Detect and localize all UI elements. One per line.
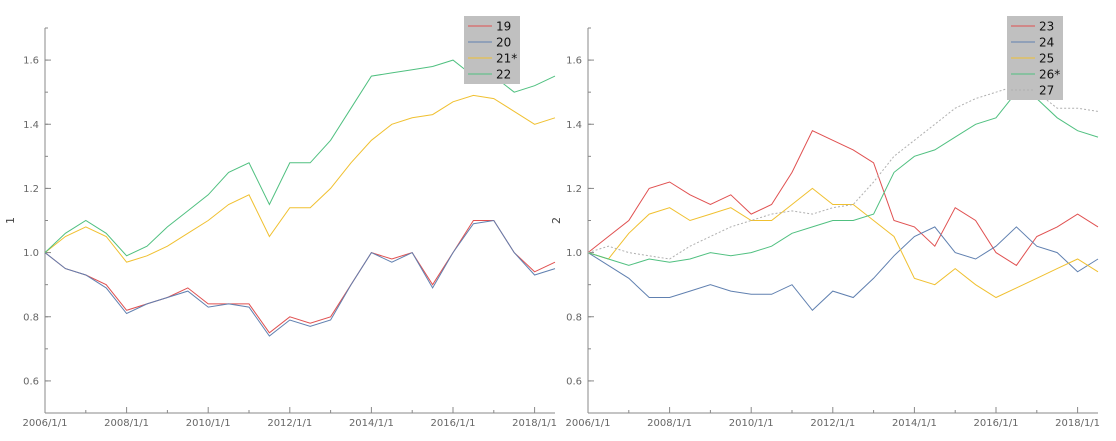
- x-tick-label: 2012/1/1: [810, 418, 855, 429]
- x-tick-label: 2006/1/1: [23, 418, 68, 429]
- y-tick-label: 0.6: [566, 376, 582, 387]
- y-tick-label: 0.8: [23, 312, 39, 323]
- x-tick-label: 2010/1/1: [186, 418, 231, 429]
- legend-label: 25: [1039, 52, 1054, 66]
- chart-left: 0.6 0.8 1.0 1.2 1.4 1.6 2006/1/1 2008/1/1 2010/1…: [4, 16, 557, 429]
- chart-right: 0.6 0.8 1.0 1.2 1.4 1.6 2006/1/1 2008/1/1 2010/1…: [550, 16, 1100, 429]
- x-tick-label: 2012/1/1: [267, 418, 312, 429]
- x-tick-label: 2018/1/1: [1055, 418, 1100, 429]
- x-tick-label: 2010/1/1: [729, 418, 774, 429]
- series-line-22: [44, 59, 556, 257]
- series-line-19: [44, 220, 556, 334]
- y-tick-label: 1.0: [566, 248, 582, 259]
- x-tick-label: 2018/1/1: [512, 418, 557, 429]
- series-line-24: [587, 226, 1099, 312]
- y-tick-label: 1.4: [566, 120, 582, 131]
- x-tick-label: 2008/1/1: [104, 418, 149, 429]
- legend-label: 22: [496, 68, 511, 82]
- legend-label: 19: [496, 20, 511, 34]
- legend-label: 21*: [496, 52, 517, 66]
- y-axis-label: 2: [550, 217, 563, 224]
- series-line-26-star: [587, 91, 1099, 266]
- y-tick-label: 1.2: [23, 184, 39, 195]
- legend-label: 27: [1039, 84, 1054, 98]
- legend-label: 23: [1039, 20, 1054, 34]
- legend: 19 20 21* 22: [464, 16, 520, 84]
- series-line-23: [587, 130, 1099, 267]
- x-tick-label: 2016/1/1: [431, 418, 476, 429]
- y-tick-label: 1.6: [23, 56, 39, 67]
- y-tick-label: 1.2: [566, 184, 582, 195]
- x-tick-label: 2014/1/1: [349, 418, 394, 429]
- series-line-27: [587, 85, 1099, 260]
- y-tick-label: 0.6: [23, 376, 39, 387]
- y-axis-label: 1: [4, 217, 17, 224]
- legend-label: 24: [1039, 36, 1054, 50]
- series-line-20: [44, 219, 556, 337]
- legend-label: 20: [496, 36, 511, 50]
- x-tick-label: 2006/1/1: [566, 418, 611, 429]
- series-line-21-star: [44, 94, 556, 263]
- y-tick-label: 1.4: [23, 120, 39, 131]
- x-tick-label: 2014/1/1: [892, 418, 937, 429]
- legend-background: [464, 16, 520, 84]
- y-tick-label: 0.8: [566, 312, 582, 323]
- legend: 23 24 25 26* 27: [1007, 16, 1063, 100]
- series-line-25: [587, 187, 1099, 299]
- legend-label: 26*: [1039, 68, 1060, 82]
- y-tick-label: 1.6: [566, 56, 582, 67]
- y-tick-label: 1.0: [23, 248, 39, 259]
- x-tick-label: 2016/1/1: [974, 418, 1019, 429]
- x-tick-label: 2008/1/1: [647, 418, 692, 429]
